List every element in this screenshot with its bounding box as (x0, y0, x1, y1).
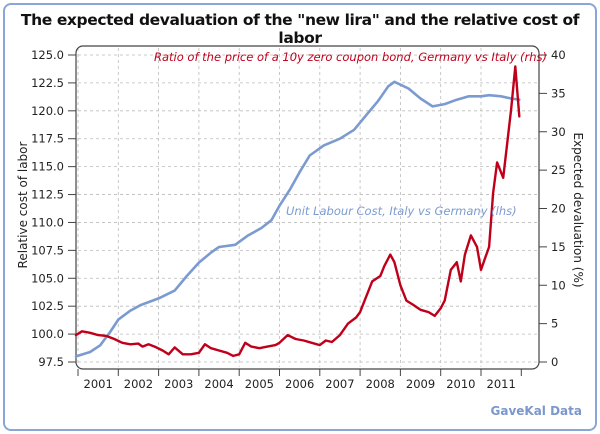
y-tick-label: 125.0 (31, 48, 64, 62)
y2-tick-label: 15 (551, 240, 566, 254)
y-tick-label: 115.0 (31, 160, 64, 174)
x-tick-label: 2007 (325, 377, 354, 391)
source-label: GaveKal Data (490, 404, 583, 418)
y-tick-label: 102.5 (31, 299, 64, 313)
right-axis: 0 5 10 15 20 25 30 35 40 (539, 48, 566, 369)
y2-tick-label: 25 (551, 163, 566, 177)
y2-tick-label: 5 (551, 317, 558, 331)
chart-frame (3, 3, 597, 431)
plot-area-border (75, 45, 540, 370)
x-tick-label: 2010 (446, 377, 475, 391)
x-axis: 2001 2002 2003 2004 2005 2006 2007 2008 2009 2010… (77, 369, 522, 391)
y-tick-label: 100.0 (31, 327, 64, 341)
y2-tick-label: 10 (551, 278, 566, 292)
x-tick-label: 2001 (84, 377, 113, 391)
left-axis: 97.5 100.0 102.5 105.0 107.5 110.0 112.5 115.0 1… (31, 48, 76, 369)
y-tick-label: 97.5 (38, 355, 64, 369)
series-line-unit-labour-cost (74, 80, 521, 358)
x-tick-label: 2008 (366, 377, 395, 391)
y2-tick-label: 0 (551, 355, 558, 369)
x-tick-label: 2011 (487, 377, 516, 391)
annotation-unit-labour-cost: Unit Labour Cost, Italy vs Germany (lhs) (286, 204, 517, 218)
y-tick-label: 110.0 (31, 215, 64, 229)
y-tick-label: 112.5 (31, 188, 64, 202)
x-tick-label: 2009 (406, 377, 435, 391)
x-tick-label: 2002 (124, 377, 153, 391)
y2-axis-label: Expected devaluation (%) (571, 132, 585, 287)
y-tick-label: 107.5 (31, 243, 64, 257)
x-tick-label: 2005 (245, 377, 274, 391)
x-tick-label: 2003 (164, 377, 193, 391)
series-line-bond-ratio (74, 65, 521, 358)
series-lines (74, 65, 521, 358)
y2-tick-label: 35 (551, 86, 566, 100)
y-tick-label: 120.0 (31, 104, 64, 118)
y2-tick-label: 30 (551, 125, 566, 139)
y2-tick-label: 20 (551, 202, 566, 216)
y2-tick-label: 40 (551, 48, 566, 62)
annotation-bond-ratio: Ratio of the price of a 10y zero coupon … (154, 50, 547, 64)
y-axis-label: Relative cost of labor (16, 142, 30, 269)
y-tick-label: 122.5 (31, 76, 64, 90)
y-tick-label: 117.5 (31, 132, 64, 146)
x-tick-label: 2006 (285, 377, 314, 391)
x-tick-label: 2004 (204, 377, 233, 391)
y-tick-label: 105.0 (31, 271, 64, 285)
chart-title: The expected devaluation of the "new lir… (20, 11, 580, 47)
grid (77, 48, 537, 367)
